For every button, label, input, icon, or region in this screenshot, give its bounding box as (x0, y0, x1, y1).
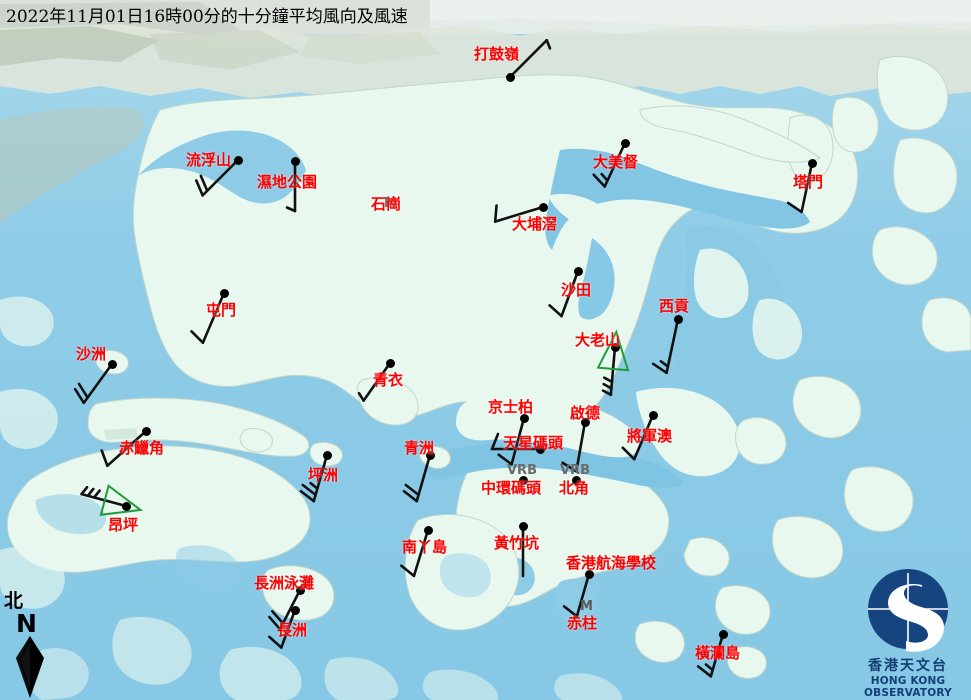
hko-logo: 香港天文台 HONG KONG OBSERVATORY (848, 565, 968, 699)
hko-name-en: HONG KONG OBSERVATORY (864, 675, 952, 699)
station-name-label: 青洲 (404, 439, 435, 457)
wind-barb-icon (285, 159, 297, 213)
station-name-label: 啟德 (570, 404, 601, 422)
wind-barb-icon (786, 161, 814, 214)
station-name-label: 流浮山 (186, 151, 232, 169)
station-name-label: 長洲泳灘 (254, 574, 315, 592)
station-dot (518, 521, 528, 531)
station-dot (121, 501, 131, 511)
hko-emblem-icon (868, 569, 948, 652)
station-name-label: 將軍澳 (627, 427, 673, 445)
wind-barb-icon (561, 420, 587, 473)
wind-barb-icon (497, 416, 526, 466)
station-dot (290, 156, 300, 166)
station-dot (648, 410, 658, 420)
station-dot (620, 138, 630, 148)
station-name-label: 屯門 (206, 301, 237, 319)
wind-barb-icon (267, 608, 297, 649)
station-dot (107, 359, 117, 369)
station-name-label: 黃竹坑 (494, 534, 540, 552)
compass-needle-icon (16, 636, 44, 698)
station-name-label: 大埔滘 (512, 215, 558, 233)
wind-barb-icon (268, 588, 302, 631)
wind-barb-icon (100, 429, 148, 468)
station-dot (425, 450, 435, 460)
station-dot (580, 417, 590, 427)
station-dot (573, 266, 583, 276)
station-dot (718, 629, 728, 639)
station-name-label: 中環碼頭 (481, 479, 542, 497)
station-name-label: 坪洲 (308, 466, 339, 484)
station-dot (385, 358, 395, 368)
compass-label-zh: 北 (4, 590, 24, 612)
station-dot (423, 525, 433, 535)
wind-barb-icon (400, 528, 430, 578)
wind-barb-icon (521, 524, 525, 578)
wind-barb-icon (73, 362, 114, 405)
station-dot (519, 413, 529, 423)
station-name-label: 沙洲 (76, 345, 107, 363)
wind-barb-icon (493, 204, 545, 223)
wind-barb-icon (601, 345, 617, 397)
wind-barb-icon (190, 291, 226, 345)
station-dot (584, 569, 594, 579)
station-dot (290, 605, 300, 615)
station-dot (219, 288, 229, 298)
station-name-label: 香港航海學校 (566, 554, 657, 572)
station-name-label: 沙田 (561, 281, 592, 299)
variable-wind-marker: VRB (507, 463, 537, 478)
station-name-label: 西貢 (659, 297, 690, 315)
station-name-label: 打鼓嶺 (474, 45, 520, 63)
compass-label-en: N (16, 609, 37, 638)
wind-barb-icon (621, 413, 655, 461)
station-name-label: 大美督 (593, 153, 639, 171)
station-name-label: 天星碼頭 (503, 434, 564, 452)
station-dot (505, 72, 515, 82)
station-name-label: 昂坪 (108, 516, 139, 534)
hko-name-zh: 香港天文台 (868, 658, 948, 674)
station-dot (295, 585, 305, 595)
station-name-label: 長洲 (277, 621, 308, 639)
wind-barb-icon (696, 632, 725, 678)
station-name-label: 青衣 (373, 371, 404, 389)
station-name-label: 赤柱 (567, 614, 598, 632)
station-dot (518, 475, 528, 485)
wind-barb-icon (194, 158, 240, 197)
wind-barb-icon (548, 269, 580, 318)
missing-data-marker: M (384, 196, 397, 211)
station-dot (233, 155, 243, 165)
station-name-label: 赤鱲角 (119, 439, 165, 457)
station-name-label: 大老山 (575, 331, 621, 349)
wind-barb-icon (562, 572, 591, 618)
wind-barb-icon (402, 453, 432, 503)
station-dot (610, 342, 620, 352)
station-dot (673, 314, 683, 324)
highland-station-triangle-icon (596, 329, 630, 372)
station-dot (535, 444, 545, 454)
station-name-label: 塔門 (793, 173, 824, 191)
station-name-label: 橫瀾島 (695, 644, 741, 662)
wind-barb-icon (651, 317, 680, 375)
station-dot (322, 450, 332, 460)
station-dot (807, 158, 817, 168)
station-name-label: 北角 (559, 479, 590, 497)
station-name-label: 石崗 (371, 195, 402, 213)
station-dot (571, 475, 581, 485)
wind-barb-icon (357, 361, 392, 402)
station-name-label: 濕地公園 (257, 173, 318, 191)
missing-data-marker: M (580, 599, 593, 614)
station-name-label: 南丫島 (402, 538, 448, 556)
variable-wind-marker: VRB (560, 463, 590, 478)
station-name-label: 京士柏 (488, 398, 534, 416)
compass-rose: 北 N (4, 592, 60, 698)
station-dot (141, 426, 151, 436)
wind-barb-icon (490, 432, 542, 451)
wind-barb-icon (299, 453, 329, 503)
station-dot (538, 202, 548, 212)
wind-barb-icon (592, 141, 627, 188)
highland-station-triangle-icon (99, 484, 144, 516)
wind-barb-icon (508, 38, 552, 79)
